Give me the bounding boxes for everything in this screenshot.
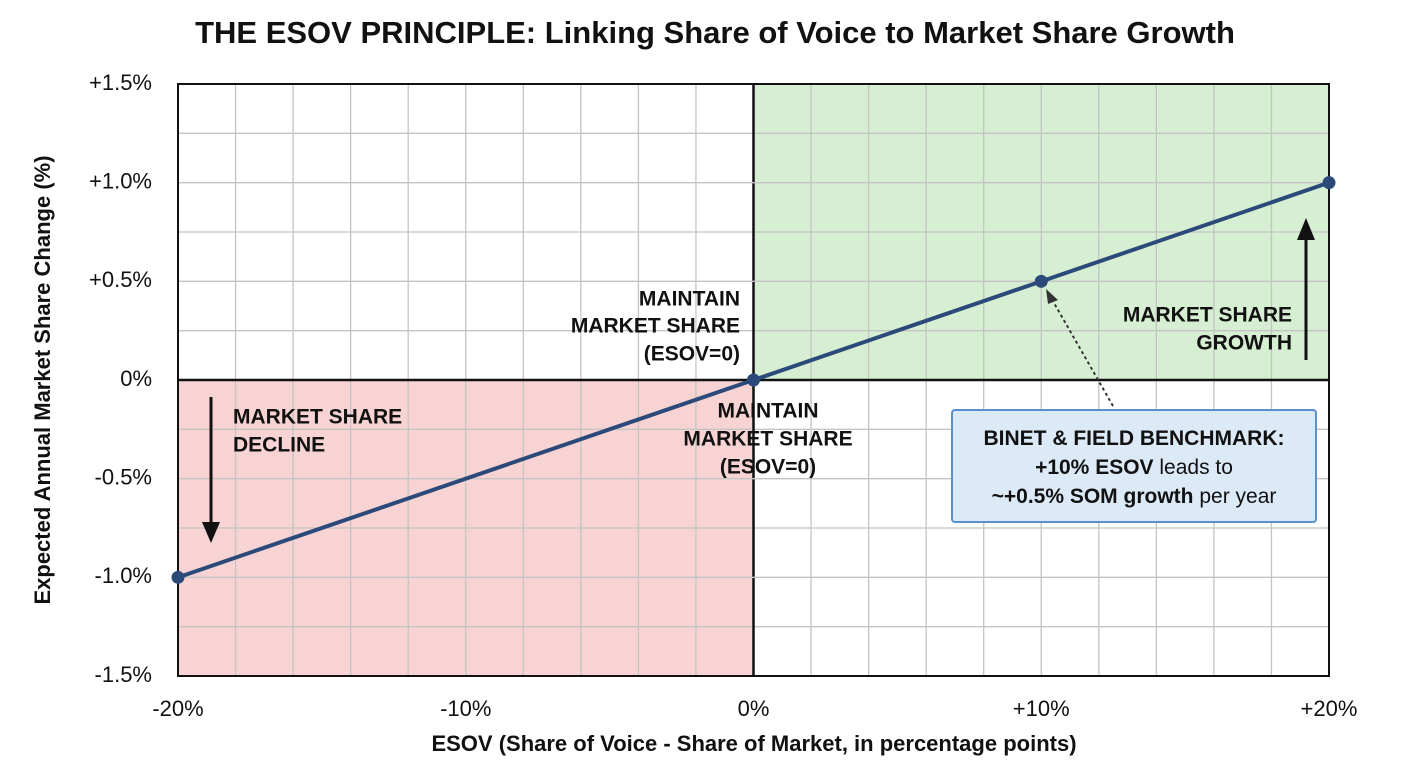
y-axis-title: Expected Annual Market Share Change (%) (30, 155, 55, 604)
annotation: (ESOV=0) (720, 456, 816, 479)
x-tick-label: -10% (440, 696, 491, 721)
x-axis-title: ESOV (Share of Voice - Share of Market, … (431, 731, 1076, 756)
annotation: MAINTAIN (639, 288, 740, 311)
annotation: ~+0.5% SOM growth per year (992, 485, 1277, 508)
annotation: GROWTH (1196, 332, 1292, 355)
y-tick-label: 0% (120, 366, 152, 391)
chart-title: THE ESOV PRINCIPLE: Linking Share of Voi… (195, 15, 1235, 50)
data-point (747, 373, 760, 387)
x-tick-label: -20% (152, 696, 203, 721)
benchmark-box (951, 409, 1317, 523)
y-tick-label: -1.5% (95, 662, 152, 687)
x-tick-label: 0% (738, 696, 770, 721)
annotation: MAINTAIN (717, 400, 818, 423)
annotation: BINET & FIELD BENCHMARK: (984, 427, 1285, 450)
annotation: MARKET SHARE (683, 428, 852, 451)
annotation: +10% ESOV leads to (1035, 456, 1233, 479)
arrow-head (1297, 218, 1315, 240)
x-tick-label: +20% (1301, 696, 1358, 721)
annotation: MARKET SHARE (1123, 304, 1292, 327)
data-point (1322, 176, 1336, 190)
annotation: MARKET SHARE (571, 315, 740, 338)
annotation-part: +10% ESOV (1035, 456, 1153, 479)
data-point (171, 570, 185, 584)
plot-background (177, 83, 1330, 677)
y-tick-label: +1.0% (89, 168, 152, 193)
y-tick-label: +0.5% (89, 267, 152, 292)
arrow-head (202, 522, 220, 543)
annotation: MARKET SHARE (233, 406, 402, 429)
annotation-part: leads to (1154, 456, 1233, 479)
annotation: (ESOV=0) (644, 343, 740, 366)
y-tick-label: -1.0% (95, 563, 152, 588)
pointer-head (1046, 289, 1058, 304)
annotation-part: BINET & FIELD BENCHMARK: (984, 427, 1285, 450)
y-tick-label: -0.5% (95, 464, 152, 489)
data-point (1034, 274, 1048, 288)
annotation-part: per year (1194, 485, 1277, 508)
plot-frame (177, 83, 1330, 677)
y-tick-label: +1.5% (89, 70, 152, 95)
annotation-part: ~+0.5% SOM growth (992, 485, 1194, 508)
series-line (177, 180, 1330, 580)
annotation: DECLINE (233, 434, 325, 457)
plot-front: MAINTAIN MARKET SHARE (ESOV=0) MAINTAIN MARK… (171, 176, 1336, 584)
x-tick-label: +10% (1013, 696, 1070, 721)
